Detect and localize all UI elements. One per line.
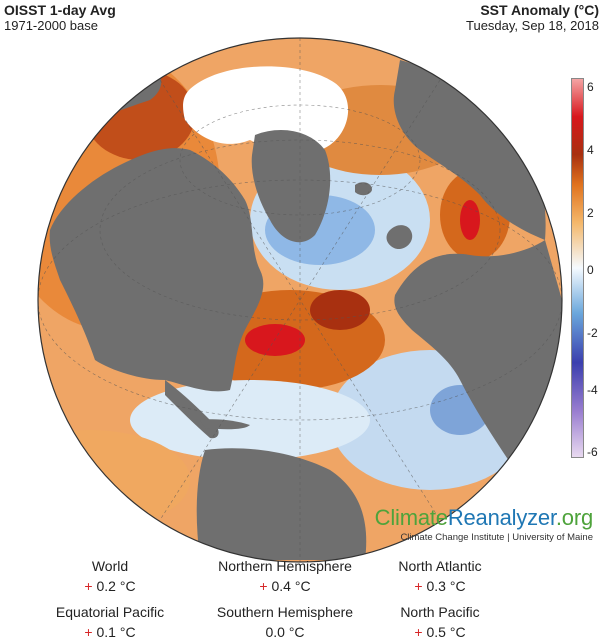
stat-equatorial-pacific: Equatorial Pacific + 0.1 °C [55,604,165,640]
stat-north-atlantic: North Atlantic + 0.3 °C [398,558,482,594]
baltic-hot-spot [460,200,480,240]
gulf-stream-hot-spot [245,324,305,356]
graticule-lines [38,38,562,562]
greenland-land [251,130,331,243]
header-left: OISST 1-day Avg 1971-2000 base [4,2,116,34]
south-america-land [196,448,367,560]
climate-reanalyzer-logo[interactable]: ClimateReanalyzer.org Climate Change Ins… [374,505,594,544]
stat-northern-hemisphere: Northern Hemisphere + 0.4 °C [218,558,352,594]
cuba-land [200,419,250,430]
header-right: SST Anomaly (°C) Tuesday, Sep 18, 2018 [466,2,599,34]
stat-southern-hemisphere: Southern Hemisphere 0.0 °C [216,604,354,640]
british-isles-land [386,225,413,250]
date-label: Tuesday, Sep 18, 2018 [466,18,599,33]
colorbar-tick-6: 6 [587,80,594,94]
mid-atlantic-warm-spot [310,290,370,330]
baseline-label: 1971-2000 base [4,18,98,33]
north-america-land [49,148,264,392]
variable-title: SST Anomaly (°C) [480,2,599,18]
colorbar-tick-2: 2 [587,206,594,220]
brand-subtitle: Climate Change Institute | University of… [400,532,593,543]
stat-north-pacific: North Pacific + 0.5 °C [400,604,480,640]
arctic-sea-ice [183,66,349,155]
colorbar-tick-neg2: -2 [587,326,598,340]
stat-world: World + 0.2 °C [84,558,136,594]
iceland-land [355,182,372,196]
scandinavia-russia-land [393,60,546,240]
europe-africa-land [394,240,562,470]
colorbar-tick-4: 4 [587,143,594,157]
caribbean-neutral-anomaly [130,380,370,460]
sst-colorbar [571,78,584,458]
globe-outline [37,37,563,563]
colorbar-tick-0: 0 [587,263,594,277]
colorbar-tick-neg6: -6 [587,445,598,459]
map-title: OISST 1-day Avg [4,2,116,18]
bering-warm-anomaly [85,70,195,160]
colorbar-tick-neg4: -4 [587,383,598,397]
